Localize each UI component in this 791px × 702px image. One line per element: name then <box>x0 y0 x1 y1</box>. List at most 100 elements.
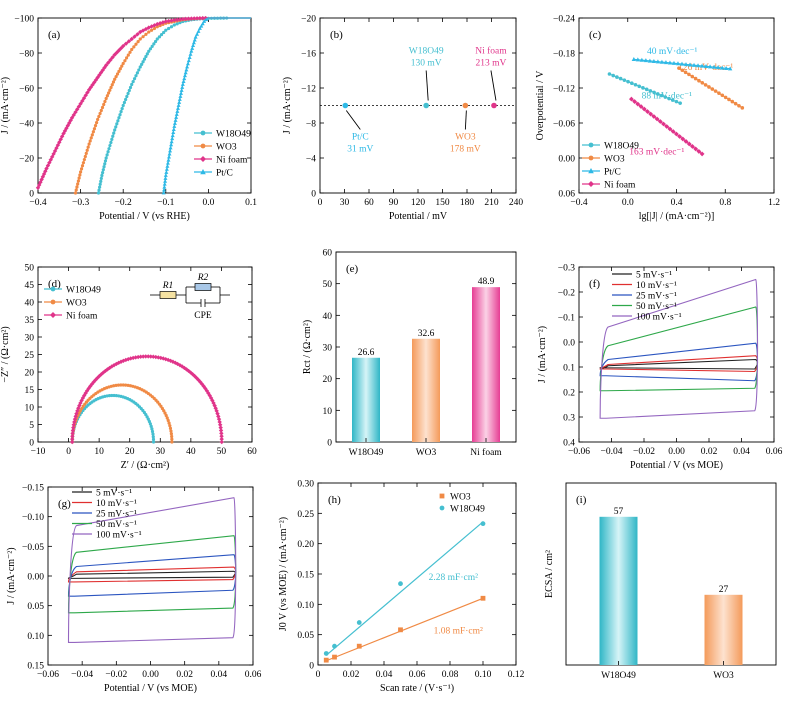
data-point <box>163 173 168 177</box>
point-value-label: 130 mV <box>411 59 442 69</box>
data-point <box>656 92 660 96</box>
data-point <box>166 18 171 24</box>
data-point <box>637 84 642 89</box>
fit-line <box>326 597 484 662</box>
data-point <box>168 426 173 430</box>
panel-i: ECSA / cm² (i) 57 W18O49 27 WO3 <box>544 482 777 681</box>
data-point <box>164 413 168 418</box>
legend-marker <box>588 168 594 174</box>
data-point <box>103 162 107 166</box>
data-point <box>611 73 615 78</box>
data-point <box>727 66 733 71</box>
data-point <box>180 82 185 86</box>
data-point <box>699 63 705 68</box>
data-point <box>168 358 173 363</box>
data-point <box>727 97 731 102</box>
data-point <box>121 43 126 49</box>
data-point <box>152 42 156 46</box>
x-tick-label: 0.4 <box>671 198 683 208</box>
data-point <box>132 34 137 39</box>
data-point <box>632 99 638 104</box>
data-point <box>164 167 169 171</box>
data-point <box>192 37 197 42</box>
data-point <box>76 182 80 186</box>
data-point <box>703 83 708 87</box>
x-axis-label: Potential / mV <box>389 211 448 222</box>
data-point <box>218 422 223 427</box>
data-point <box>675 61 681 66</box>
data-point <box>648 111 654 117</box>
data-point <box>618 76 623 81</box>
legend-label: W18O49 <box>216 130 251 140</box>
x-tick-label: 10 <box>94 447 104 457</box>
data-point <box>691 62 697 67</box>
data-point <box>667 60 673 65</box>
category-label: W18O49 <box>601 671 636 681</box>
panel-a: −0.4 −0.3 −0.2 −0.1 0.0 0.1 0 −20 −40 −60 −80 −100 P… <box>0 15 257 223</box>
data-point <box>693 146 699 152</box>
data-point <box>85 90 90 95</box>
data-point <box>655 59 661 64</box>
y-tick-label: 0.15 <box>27 662 44 672</box>
data-point <box>55 142 61 148</box>
y-tick-label: 50 <box>25 264 35 274</box>
x-tick-label: −0.06 <box>568 447 590 457</box>
x-tick-label: 0 <box>316 670 321 680</box>
data-point <box>123 41 129 46</box>
data-point <box>218 428 224 433</box>
data-point <box>146 354 151 359</box>
x-tick-label: −0.04 <box>71 670 93 680</box>
data-point <box>83 93 88 98</box>
data-point <box>680 136 686 142</box>
x-axis-label: Potential / V (vs RHE) <box>99 211 190 222</box>
data-point <box>112 384 116 388</box>
data-point <box>155 25 159 29</box>
data-point <box>107 147 111 151</box>
data-point <box>719 65 725 70</box>
panel-label: (i) <box>576 494 587 506</box>
data-point <box>38 180 43 185</box>
data-point <box>172 23 176 27</box>
bar-value-label: 27 <box>719 585 729 595</box>
data-point <box>141 35 145 39</box>
data-point <box>196 29 201 33</box>
cv-curve <box>67 554 237 597</box>
data-point <box>703 64 709 69</box>
data-point <box>169 429 173 433</box>
legend-label: Pt/C <box>216 169 233 179</box>
data-point <box>678 101 682 105</box>
data-point <box>480 521 486 527</box>
data-point <box>191 43 196 48</box>
data-point <box>480 595 486 601</box>
data-point <box>114 50 120 55</box>
data-point <box>108 88 112 92</box>
data-point <box>699 151 705 157</box>
data-point <box>132 45 136 49</box>
data-point <box>200 21 205 26</box>
y-axis-label: Rct / (Ω·cm²) <box>302 320 313 374</box>
data-point <box>190 46 195 50</box>
data-point <box>332 654 337 660</box>
data-point <box>111 80 116 84</box>
data-point <box>111 134 115 138</box>
bar-value-label: 57 <box>614 507 624 517</box>
data-point <box>659 93 664 98</box>
data-point <box>622 78 627 82</box>
data-point <box>67 120 72 126</box>
data-point <box>175 22 179 26</box>
x-tick-label: 60 <box>364 198 374 208</box>
data-point <box>179 88 184 92</box>
y-tick-label: 5 <box>29 421 34 431</box>
data-point <box>185 64 190 69</box>
data-point <box>153 39 158 44</box>
data-point <box>118 67 122 71</box>
y-tick-label: 25 <box>25 351 35 361</box>
data-point <box>178 94 183 98</box>
x-axis-label: lg[|J| / (mA·cm⁻²)] <box>639 211 715 222</box>
data-point <box>147 30 151 34</box>
data-point <box>686 141 692 147</box>
data-point <box>185 61 190 66</box>
x-tick-label: 0 <box>66 447 71 457</box>
y-tick-label: −0.15 <box>22 484 44 494</box>
